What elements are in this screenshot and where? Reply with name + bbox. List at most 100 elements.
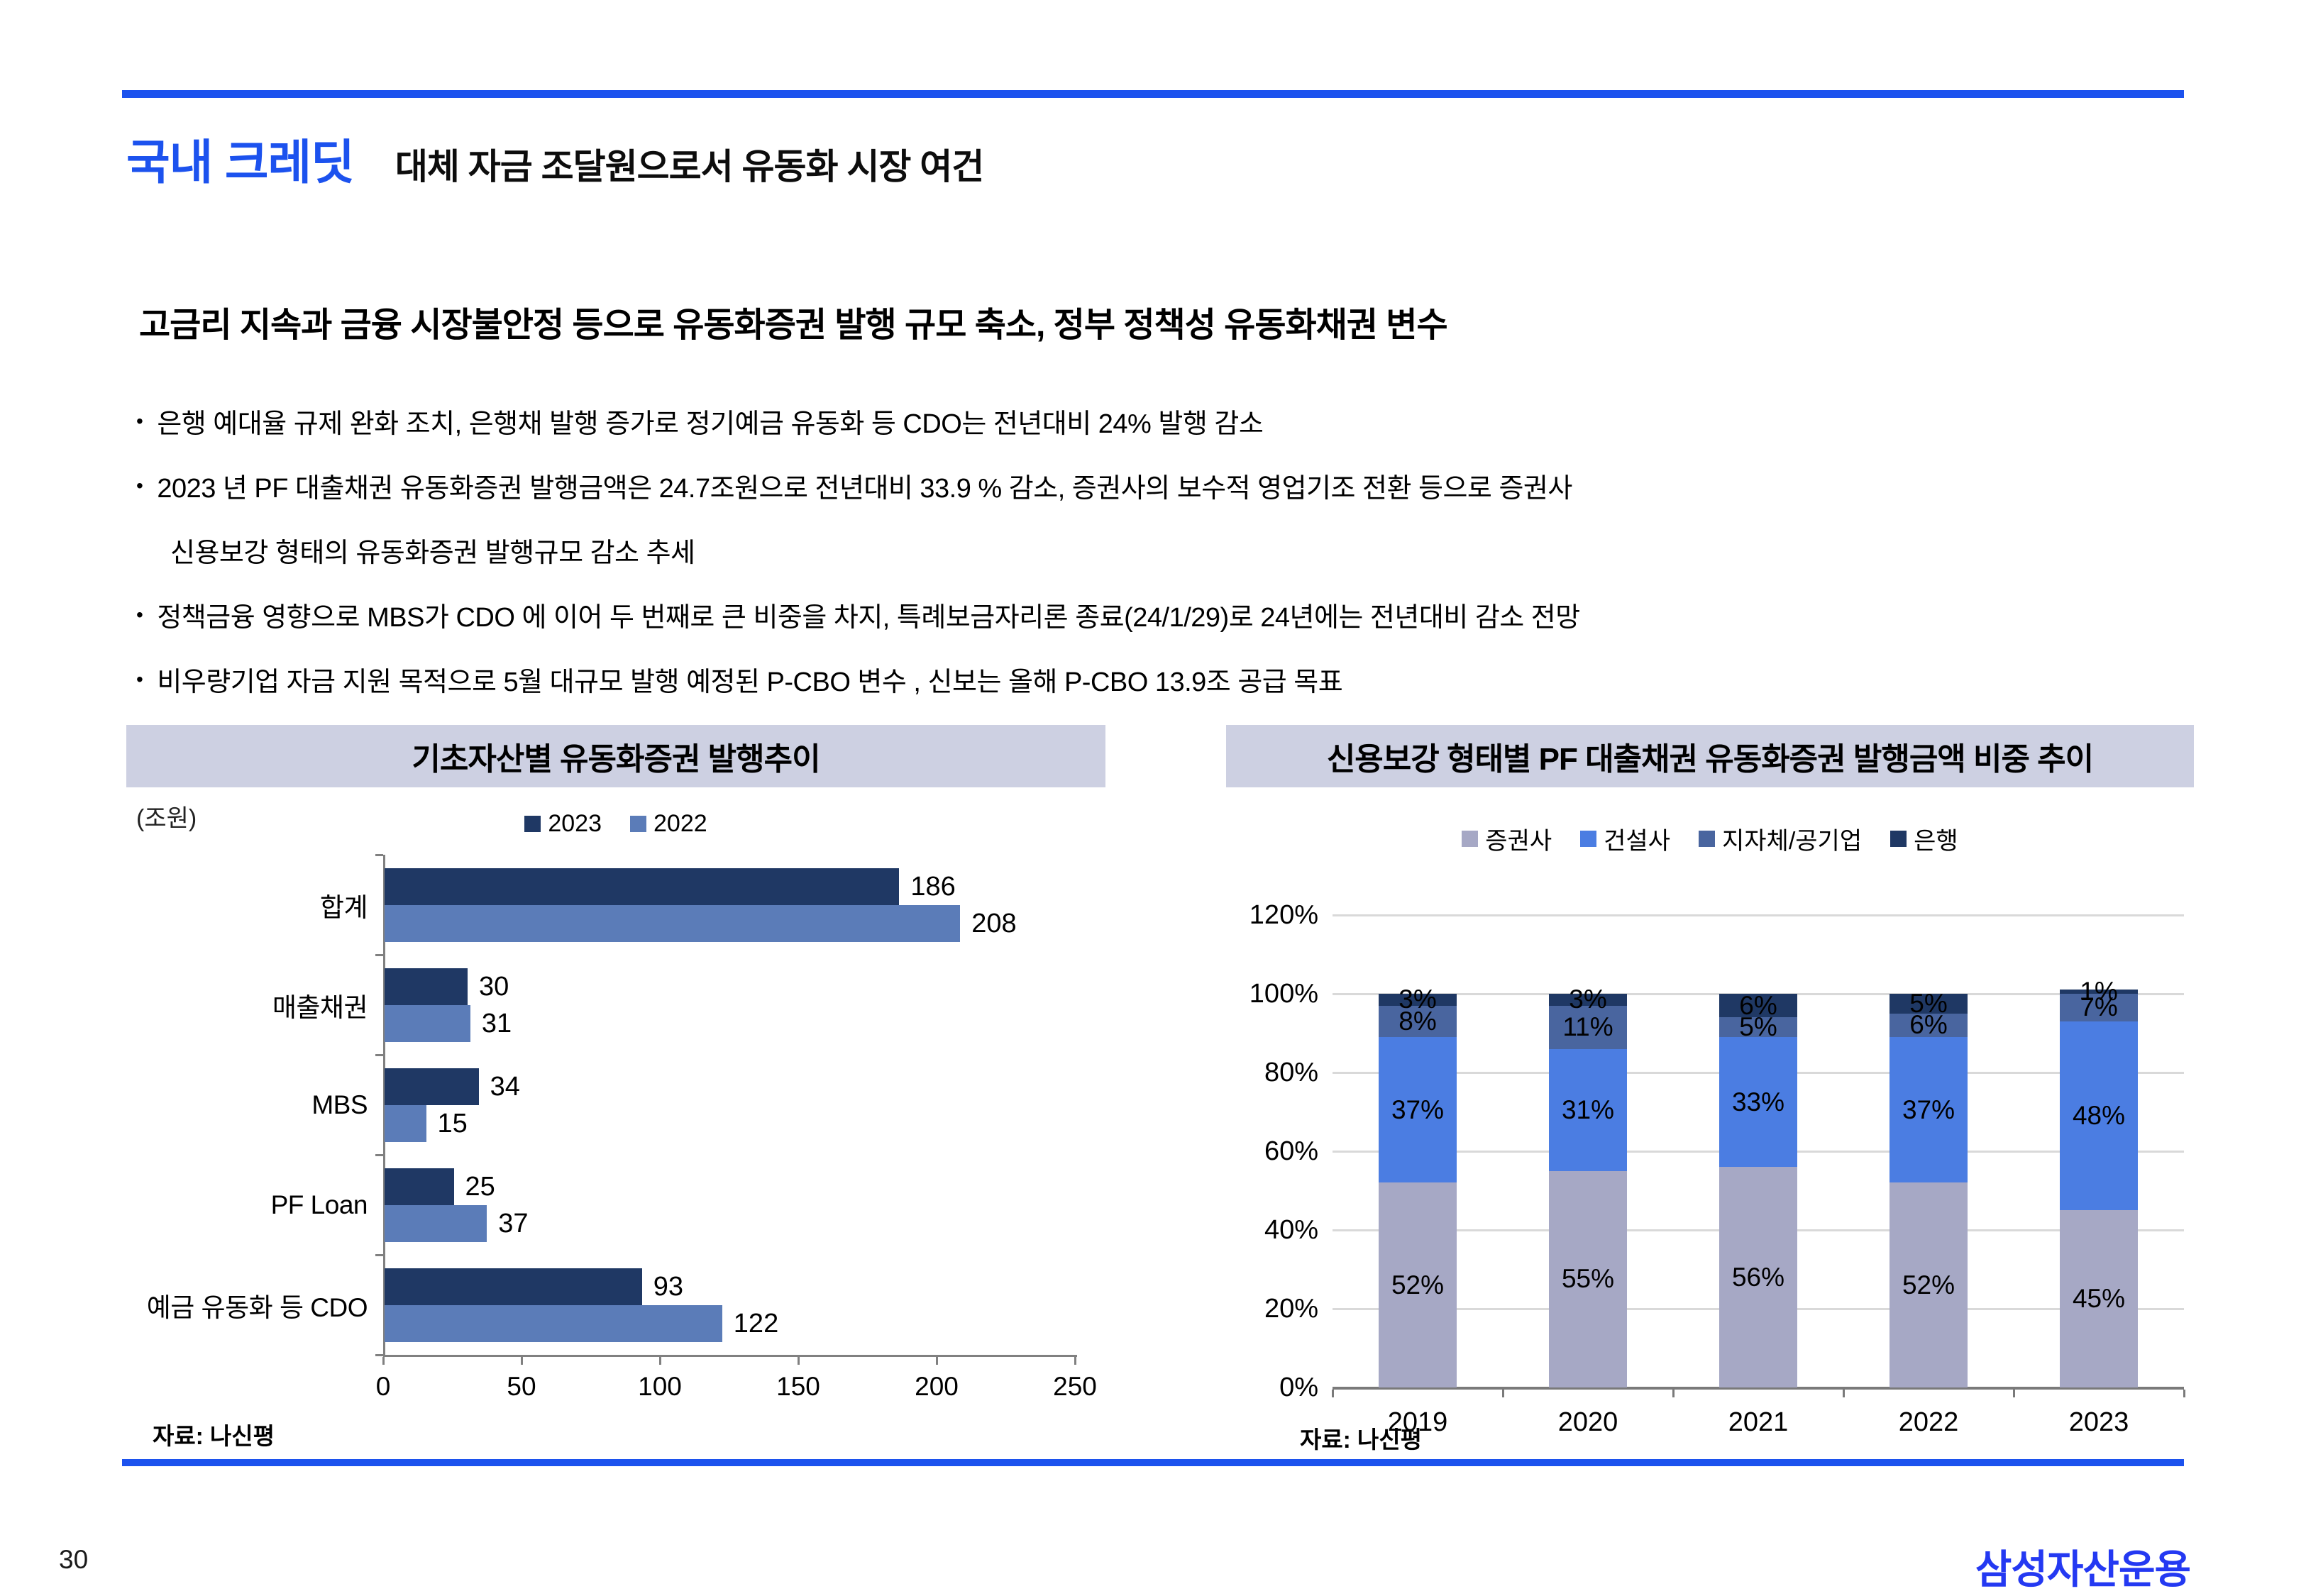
bullet-line-5: • 비우량기업 자금 지원 목적으로 5월 대규모 발행 예정된 P-CBO 변수… xyxy=(136,647,2236,711)
bar-value-2022-합계: 208 xyxy=(971,908,1017,938)
category-label-2: 매출채권 xyxy=(272,992,368,1022)
legend-label: 2022 xyxy=(653,810,707,837)
bar-2023-MBS xyxy=(385,1068,479,1105)
bullet-line-1: • 은행 예대율 규제 완화 조치, 은행채 발행 증가로 정기예금 유동화 등 … xyxy=(136,389,2236,453)
x-category-label: 2021 xyxy=(1728,1407,1789,1437)
x-axis-tick xyxy=(2183,1390,2185,1397)
bullet-dot: • xyxy=(136,409,143,432)
bullet-text: 은행 예대율 규제 완화 조치, 은행채 발행 증가로 정기예금 유동화 등 C… xyxy=(157,409,1264,439)
bar-value-2023-합계: 186 xyxy=(910,871,956,902)
bar-value-2023-PF Loan: 25 xyxy=(465,1171,495,1202)
bar-2022-매출채권 xyxy=(385,1004,470,1042)
segment-지자체/공기업-2023 xyxy=(2060,994,2138,1021)
legend-item-지자체/공기업: 지자체/공기업 xyxy=(1698,821,1862,856)
x-category-label: 2020 xyxy=(1557,1407,1618,1437)
x-tick-label: 100 xyxy=(638,1372,682,1401)
segment-증권사-2021 xyxy=(1719,1167,1797,1387)
category-label-3: MBS xyxy=(311,1090,368,1119)
right-chart-title: 신용보강 형태별 PF 대출채권 유동화증권 발행금액 비중 추이 xyxy=(1326,742,2094,777)
x-axis-tick xyxy=(382,1357,385,1365)
bar-2022-MBS xyxy=(385,1104,426,1142)
segment-건설사-2021 xyxy=(1719,1037,1797,1168)
bullet-text: 정책금융 영향으로 MBS가 CDO 에 이어 두 번째로 큰 비중을 차지, … xyxy=(157,603,1580,633)
legend-label: 2023 xyxy=(548,810,602,837)
segment-지자체/공기업-2021 xyxy=(1719,1017,1797,1038)
category-label-1: 합계 xyxy=(319,892,368,922)
segment-value-지자체/공기업-2020: 11% xyxy=(1562,1012,1613,1042)
legend-swatch xyxy=(1890,831,1907,847)
segment-value-증권사-2021: 56% xyxy=(1731,1262,1785,1292)
bar-2023-예금 유동화 등 CDO xyxy=(385,1268,642,1305)
x-axis-tick xyxy=(798,1357,800,1365)
y-axis-tick xyxy=(375,954,383,956)
bar-value-2023-MBS: 34 xyxy=(490,1071,520,1102)
segment-value-은행-2023: 1% xyxy=(2080,977,2118,1007)
segment-증권사-2019 xyxy=(1379,1182,1457,1387)
bottom-divider-line xyxy=(122,1459,2184,1466)
segment-건설사-2022 xyxy=(1890,1037,1968,1183)
bullet-dot: • xyxy=(136,603,143,626)
left-chart-title: 기초자산별 유동화증권 발행추이 xyxy=(412,742,820,777)
legend-swatch xyxy=(1580,831,1597,847)
y-axis-tick xyxy=(375,1054,383,1056)
segment-value-은행-2019: 3% xyxy=(1399,985,1437,1014)
left-chart-header: 기초자산별 유동화증권 발행추이 xyxy=(126,725,1105,787)
legend-label: 은행 xyxy=(1914,828,1958,855)
x-tick-label: 150 xyxy=(776,1372,820,1401)
segment-value-건설사-2020: 31% xyxy=(1561,1095,1615,1124)
segment-value-증권사-2023: 45% xyxy=(2072,1284,2126,1314)
left-chart-legend: 2023 2022 xyxy=(126,810,1105,838)
segment-은행-2021 xyxy=(1719,994,1797,1018)
segment-value-은행-2022: 5% xyxy=(1909,988,1948,1018)
y-tick-label: 120% xyxy=(1249,900,1318,930)
bar-value-2022-예금 유동화 등 CDO: 122 xyxy=(733,1308,779,1339)
x-axis-tick xyxy=(1672,1390,1675,1397)
y-axis-tick xyxy=(375,1354,383,1356)
segment-value-지자체/공기업-2019: 8% xyxy=(1399,1006,1437,1036)
x-tick-label: 200 xyxy=(915,1372,959,1401)
left-chart-unit-label: (조원) xyxy=(136,805,197,832)
segment-지자체/공기업-2019 xyxy=(1379,1005,1457,1038)
x-tick-label: 50 xyxy=(507,1372,536,1401)
segment-지자체/공기업-2020 xyxy=(1549,1005,1627,1049)
legend-swatch xyxy=(1462,831,1479,847)
x-tick-label: 250 xyxy=(1053,1372,1097,1401)
bullet-line-4: • 정책금융 영향으로 MBS가 CDO 에 이어 두 번째로 큰 비중을 차지,… xyxy=(136,582,2236,647)
segment-건설사-2023 xyxy=(2060,1021,2138,1211)
bullet-text: 신용보강 형태의 유동화증권 발행규모 감소 추세 xyxy=(170,538,695,568)
bar-2022-예금 유동화 등 CDO xyxy=(385,1304,722,1342)
page-title: 국내 크레딧 xyxy=(126,136,355,189)
bullet-line-2: • 2023 년 PF 대출채권 유동화증권 발행금액은 24.7조원으로 전년대… xyxy=(136,453,2236,518)
y-tick-label: 40% xyxy=(1264,1215,1318,1245)
y-tick-label: 60% xyxy=(1264,1136,1318,1166)
x-category-label: 2019 xyxy=(1387,1407,1448,1437)
x-axis-tick xyxy=(1502,1390,1504,1397)
x-axis-tick xyxy=(1843,1390,1845,1397)
legend-swatch xyxy=(1698,831,1715,847)
category-label-4: PF Loan xyxy=(270,1190,368,1219)
bar-value-2022-PF Loan: 37 xyxy=(498,1208,529,1238)
segment-은행-2022 xyxy=(1890,994,1968,1014)
y-tick-label: 20% xyxy=(1264,1294,1318,1324)
bar-2022-PF Loan xyxy=(385,1204,487,1242)
right-chart-legend: 증권사 건설사 지자체/공기업 은행 xyxy=(1226,821,2194,856)
x-tick-label: 0 xyxy=(375,1372,391,1401)
bullet-list: • 은행 예대율 규제 완화 조치, 은행채 발행 증가로 정기예금 유동화 등 … xyxy=(136,389,2236,711)
x-axis-tick xyxy=(1332,1390,1334,1397)
segment-건설사-2019 xyxy=(1379,1037,1457,1183)
right-chart-source: 자료: 나신평 xyxy=(1300,1426,1422,1453)
bullet-dot: • xyxy=(136,667,143,690)
y-axis-tick xyxy=(375,1254,383,1256)
legend-item-증권사: 증권사 xyxy=(1462,821,1552,856)
x-axis-line xyxy=(383,1355,1077,1357)
bar-2023-합계 xyxy=(385,868,900,905)
category-label-5: 예금 유동화 등 CDO xyxy=(146,1292,368,1322)
page-subtitle: 대체 자금 조달원으로서 유동화 시장 여건 xyxy=(395,147,984,187)
legend-item-건설사: 건설사 xyxy=(1580,821,1670,856)
segment-value-건설사-2019: 37% xyxy=(1391,1095,1445,1124)
bar-value-2022-매출채권: 31 xyxy=(481,1008,512,1038)
segment-지자체/공기업-2022 xyxy=(1890,1013,1968,1038)
x-axis-tick xyxy=(1074,1357,1076,1365)
x-axis-tick xyxy=(659,1357,661,1365)
legend-swatch xyxy=(524,816,541,832)
